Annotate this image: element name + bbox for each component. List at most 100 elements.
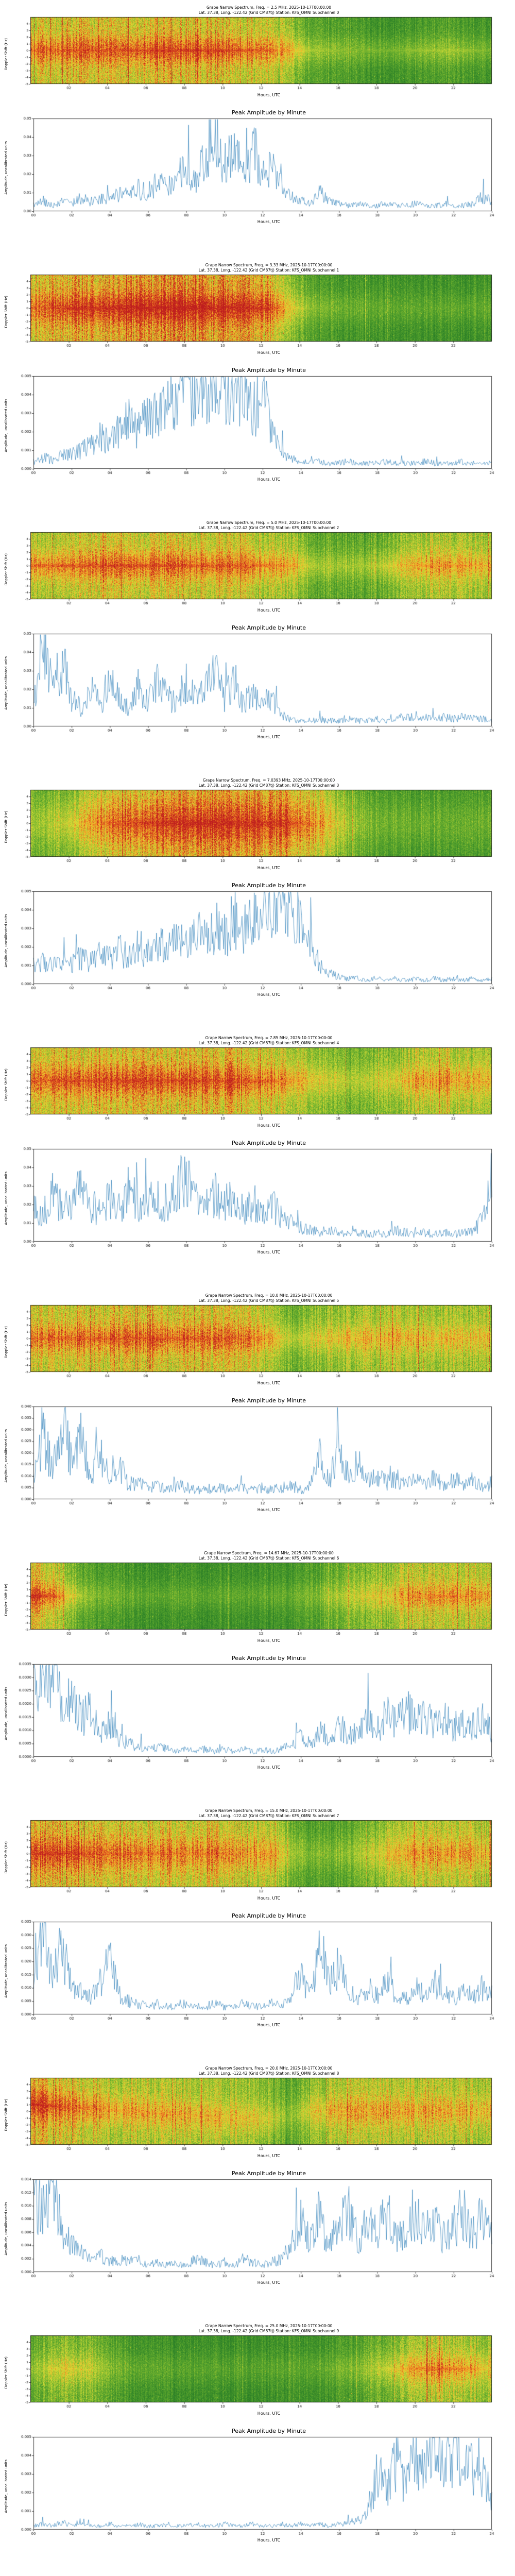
amplitude-canvas [10, 1662, 499, 1765]
spectrogram-canvas [10, 531, 499, 608]
spectrogram-canvas [10, 15, 499, 93]
subchannel-block: Grape Narrow Spectrum, Freq. = 2.5 MHz, … [0, 0, 515, 258]
amplitude-ylabel: Amplitude, uncalibrated units [2, 1920, 10, 2023]
spectrogram-title: Grape Narrow Spectrum, Freq. = 7.85 MHz,… [205, 1036, 333, 1040]
amplitude-title: Peak Amplitude by Minute [231, 624, 306, 631]
doppler-shift-ylabel-text: Doppler Shift (Hz) [4, 38, 8, 71]
spectrogram-title: Grape Narrow Spectrum, Freq. = 15.0 MHz,… [205, 1808, 333, 1813]
spectrogram-subtitle: Lat. 37.38, Long. -122.42 (Grid CM87tj) … [198, 1041, 339, 1045]
amplitude-title: Peak Amplitude by Minute [231, 109, 306, 116]
amplitude-ylabel: Amplitude, uncalibrated units [2, 889, 10, 992]
doppler-shift-ylabel: Doppler Shift (Hz) [2, 1303, 10, 1381]
spectrogram-subtitle: Lat. 37.38, Long. -122.42 (Grid CM87tj) … [198, 783, 339, 788]
amplitude-ylabel: Amplitude, uncalibrated units [2, 1404, 10, 1507]
spectrogram-hours-xlabel: Hours, UTC [257, 608, 281, 613]
amplitude-ylabel: Amplitude, uncalibrated units [2, 1662, 10, 1765]
spectrogram-title: Grape Narrow Spectrum, Freq. = 20.0 MHz,… [205, 2066, 333, 2071]
amplitude-ylabel-text: Amplitude, uncalibrated units [4, 656, 8, 710]
spectrogram-subtitle: Lat. 37.38, Long. -122.42 (Grid CM87tj) … [198, 1814, 339, 1818]
spectrogram-title: Grape Narrow Spectrum, Freq. = 25.0 MHz,… [205, 2324, 333, 2328]
amplitude-title: Peak Amplitude by Minute [231, 367, 306, 374]
spectrogram-hours-xlabel: Hours, UTC [257, 1638, 281, 1643]
spectrogram-hours-xlabel: Hours, UTC [257, 1896, 281, 1901]
doppler-shift-ylabel-text: Doppler Shift (Hz) [4, 810, 8, 843]
amplitude-canvas [10, 1920, 499, 2023]
amplitude-canvas [10, 374, 499, 477]
amplitude-ylabel: Amplitude, uncalibrated units [2, 1147, 10, 1250]
doppler-shift-ylabel-text: Doppler Shift (Hz) [4, 553, 8, 586]
doppler-shift-ylabel: Doppler Shift (Hz) [2, 1561, 10, 1638]
doppler-shift-ylabel-text: Doppler Shift (Hz) [4, 1326, 8, 1359]
doppler-shift-ylabel: Doppler Shift (Hz) [2, 1819, 10, 1896]
subchannel-block: Grape Narrow Spectrum, Freq. = 25.0 MHz,… [0, 2318, 515, 2576]
spectrogram-canvas [10, 1303, 499, 1381]
amplitude-ylabel: Amplitude, uncalibrated units [2, 632, 10, 735]
spectrogram-canvas [10, 273, 499, 350]
spectrogram-canvas [10, 1819, 499, 1896]
amplitude-canvas [10, 1404, 499, 1507]
amplitude-canvas [10, 2177, 499, 2280]
spectrogram-subtitle: Lat. 37.38, Long. -122.42 (Grid CM87tj) … [198, 526, 339, 530]
amplitude-hours-xlabel: Hours, UTC [257, 1507, 281, 1512]
doppler-shift-ylabel: Doppler Shift (Hz) [2, 15, 10, 93]
spectrogram-subtitle: Lat. 37.38, Long. -122.42 (Grid CM87tj) … [198, 10, 339, 15]
spectrogram-subtitle: Lat. 37.38, Long. -122.42 (Grid CM87tj) … [198, 268, 339, 273]
amplitude-ylabel-text: Amplitude, uncalibrated units [4, 914, 8, 968]
doppler-shift-ylabel-text: Doppler Shift (Hz) [4, 2356, 8, 2389]
subchannel-block: Grape Narrow Spectrum, Freq. = 20.0 MHz,… [0, 2061, 515, 2318]
amplitude-hours-xlabel: Hours, UTC [257, 992, 281, 997]
spectrogram-subtitle: Lat. 37.38, Long. -122.42 (Grid CM87tj) … [198, 1556, 339, 1561]
amplitude-ylabel-text: Amplitude, uncalibrated units [4, 1687, 8, 1740]
amplitude-title: Peak Amplitude by Minute [231, 1397, 306, 1404]
amplitude-title: Peak Amplitude by Minute [231, 882, 306, 889]
doppler-shift-ylabel-text: Doppler Shift (Hz) [4, 2098, 8, 2131]
amplitude-hours-xlabel: Hours, UTC [257, 219, 281, 224]
amplitude-ylabel-text: Amplitude, uncalibrated units [4, 1172, 8, 1225]
amplitude-canvas [10, 889, 499, 992]
amplitude-hours-xlabel: Hours, UTC [257, 735, 281, 739]
spectrogram-title: Grape Narrow Spectrum, Freq. = 10.0 MHz,… [205, 1293, 333, 1298]
subchannel-block: Grape Narrow Spectrum, Freq. = 5.0 MHz, … [0, 515, 515, 773]
spectrogram-hours-xlabel: Hours, UTC [257, 93, 281, 97]
amplitude-title: Peak Amplitude by Minute [231, 1140, 306, 1146]
amplitude-ylabel-text: Amplitude, uncalibrated units [4, 1429, 8, 1483]
amplitude-hours-xlabel: Hours, UTC [257, 477, 281, 482]
subchannel-block: Grape Narrow Spectrum, Freq. = 7.85 MHz,… [0, 1030, 515, 1288]
spectrogram-title: Grape Narrow Spectrum, Freq. = 5.0 MHz, … [206, 520, 332, 525]
spectrogram-hours-xlabel: Hours, UTC [257, 2154, 281, 2158]
doppler-shift-ylabel: Doppler Shift (Hz) [2, 788, 10, 866]
spectrogram-canvas [10, 2334, 499, 2411]
spectrogram-hours-xlabel: Hours, UTC [257, 1381, 281, 1385]
spectrogram-title: Grape Narrow Spectrum, Freq. = 7.0393 MH… [202, 778, 335, 783]
amplitude-ylabel-text: Amplitude, uncalibrated units [4, 2460, 8, 2513]
amplitude-hours-xlabel: Hours, UTC [257, 1250, 281, 1255]
amplitude-title: Peak Amplitude by Minute [231, 1655, 306, 1662]
amplitude-title: Peak Amplitude by Minute [231, 2170, 306, 2177]
spectrogram-canvas [10, 788, 499, 866]
spectrogram-title: Grape Narrow Spectrum, Freq. = 2.5 MHz, … [206, 5, 332, 10]
doppler-shift-ylabel-text: Doppler Shift (Hz) [4, 1841, 8, 1874]
doppler-shift-ylabel: Doppler Shift (Hz) [2, 2076, 10, 2154]
doppler-shift-ylabel: Doppler Shift (Hz) [2, 2334, 10, 2411]
subchannel-block: Grape Narrow Spectrum, Freq. = 14.67 MHz… [0, 1546, 515, 1803]
doppler-shift-ylabel: Doppler Shift (Hz) [2, 531, 10, 608]
subchannel-block: Grape Narrow Spectrum, Freq. = 10.0 MHz,… [0, 1288, 515, 1546]
spectrogram-canvas [10, 2076, 499, 2154]
spectrogram-subtitle: Lat. 37.38, Long. -122.42 (Grid CM87tj) … [198, 2329, 339, 2333]
amplitude-ylabel: Amplitude, uncalibrated units [2, 116, 10, 219]
subchannel-block: Grape Narrow Spectrum, Freq. = 3.33 MHz,… [0, 258, 515, 515]
amplitude-ylabel-text: Amplitude, uncalibrated units [4, 399, 8, 452]
amplitude-ylabel-text: Amplitude, uncalibrated units [4, 2202, 8, 2256]
doppler-shift-ylabel: Doppler Shift (Hz) [2, 273, 10, 350]
amplitude-title: Peak Amplitude by Minute [231, 2428, 306, 2434]
spectrogram-hours-xlabel: Hours, UTC [257, 350, 281, 355]
spectrogram-subtitle: Lat. 37.38, Long. -122.42 (Grid CM87tj) … [198, 1298, 339, 1303]
doppler-shift-ylabel-text: Doppler Shift (Hz) [4, 295, 8, 328]
amplitude-ylabel: Amplitude, uncalibrated units [2, 2177, 10, 2280]
spectrogram-title: Grape Narrow Spectrum, Freq. = 14.67 MHz… [204, 1551, 334, 1555]
amplitude-ylabel: Amplitude, uncalibrated units [2, 2435, 10, 2538]
amplitude-canvas [10, 1147, 499, 1250]
amplitude-ylabel-text: Amplitude, uncalibrated units [4, 141, 8, 195]
amplitude-title: Peak Amplitude by Minute [231, 1912, 306, 1919]
